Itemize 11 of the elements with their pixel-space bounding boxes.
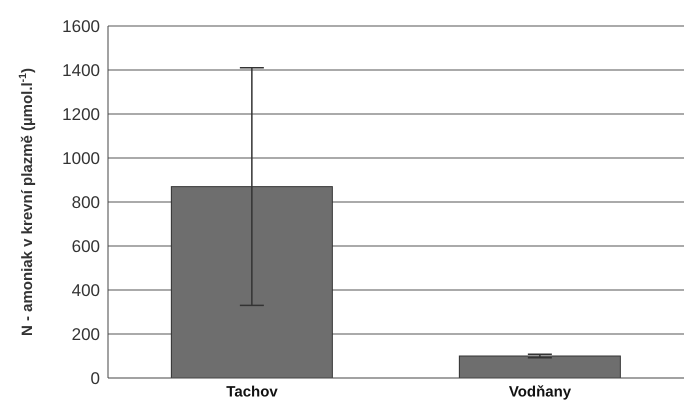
y-tick-label: 600 [72, 237, 100, 256]
y-tick-label: 1000 [62, 149, 100, 168]
y-tick-label: 0 [90, 369, 100, 388]
y-tick-label: 1200 [62, 105, 100, 124]
y-tick-label: 800 [72, 193, 100, 212]
x-tick-label: Vodňany [508, 384, 572, 401]
y-tick-label: 1600 [62, 17, 100, 36]
y-tick-label: 200 [72, 325, 100, 344]
y-tick-label: 400 [72, 281, 100, 300]
y-tick-label: 1400 [62, 61, 100, 80]
x-tick-label: Tachov [226, 384, 278, 401]
